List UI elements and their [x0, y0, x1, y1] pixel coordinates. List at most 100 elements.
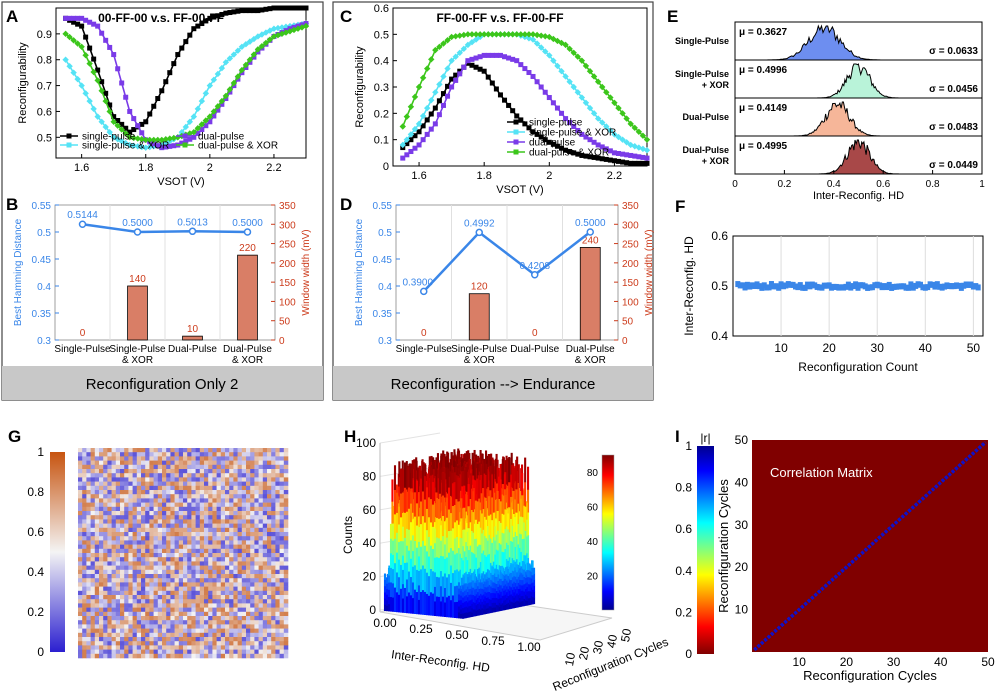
heatmap-cell — [132, 557, 138, 562]
heatmap-cell — [271, 557, 276, 562]
data-point — [599, 156, 605, 162]
heatmap-cell — [115, 490, 121, 495]
heatmap-cell — [115, 527, 121, 533]
heatmap-cell — [162, 637, 167, 642]
heatmap-cell — [216, 590, 222, 596]
window-bar — [127, 285, 148, 341]
heatmap-cell — [170, 469, 175, 474]
data-point — [428, 96, 435, 104]
heatmap-cell — [225, 653, 230, 659]
data-point — [566, 78, 573, 85]
heatmap-cell — [162, 632, 167, 638]
heatmap-cell — [170, 616, 175, 621]
heatmap-cell — [115, 464, 121, 470]
heatmap-cell — [279, 511, 285, 516]
heatmap-cell — [149, 578, 154, 583]
heatmap-cell — [267, 473, 272, 478]
heatmap-cell — [208, 578, 213, 583]
heatmap-cell — [107, 515, 112, 520]
data-point — [469, 62, 475, 68]
heatmap-cell — [283, 616, 289, 621]
data-point — [853, 281, 859, 288]
heatmap-cell — [275, 485, 280, 491]
heatmap-cell — [174, 641, 180, 646]
heatmap-cell — [82, 473, 87, 478]
heatmap-cell — [212, 490, 217, 495]
bar-segment — [527, 512, 530, 536]
heatmap-cell — [225, 569, 230, 575]
heatmap-cell — [212, 494, 217, 499]
heatmap-cell — [94, 519, 100, 524]
heatmap-cell — [162, 519, 167, 524]
heatmap-cell — [271, 590, 276, 596]
heatmap-cell — [216, 544, 222, 550]
heatmap-cell — [149, 464, 154, 470]
heatmap-cell — [204, 616, 209, 621]
heatmap-cell — [254, 485, 259, 491]
heatmap-cell — [220, 464, 226, 470]
heatmap-cell — [78, 574, 83, 579]
heatmap-cell — [86, 632, 91, 638]
heatmap-cell — [178, 477, 184, 482]
heatmap-cell — [99, 490, 104, 495]
heatmap-cell — [86, 586, 91, 592]
heatmap-cell — [246, 527, 251, 533]
row-label: Dual-Pulse — [682, 145, 729, 155]
heatmap-cell — [208, 569, 213, 575]
data-point — [134, 143, 141, 150]
data-point — [159, 145, 165, 151]
heatmap-cell — [195, 607, 201, 613]
heatmap-cell — [86, 485, 91, 491]
heatmap-cell — [141, 452, 146, 457]
heatmap-cell — [170, 540, 175, 545]
heatmap-cell — [115, 632, 121, 638]
heatmap-cell — [279, 523, 285, 529]
data-point — [428, 126, 434, 132]
heatmap-cell — [141, 498, 146, 503]
heatmap-cell — [157, 624, 163, 629]
heatmap-cell — [136, 586, 142, 592]
data-point — [190, 128, 198, 136]
left-band-label: Reconfiguration Only 2 — [86, 376, 239, 393]
heatmap-cell — [241, 628, 247, 634]
heatmap-cell — [208, 536, 213, 541]
data-point — [542, 89, 548, 95]
heatmap-cell — [132, 641, 138, 646]
heatmap-cell — [174, 506, 180, 512]
data-point — [202, 90, 210, 97]
heatmap-cell — [267, 481, 272, 487]
heatmap-cell — [229, 527, 234, 533]
heatmap-cell — [195, 540, 201, 545]
data-point — [302, 22, 310, 30]
heatmap-cell — [258, 515, 264, 520]
heatmap-cell — [208, 586, 213, 592]
heatmap-cell — [141, 553, 146, 558]
heatmap-cell — [149, 548, 154, 554]
heatmap-cell — [115, 628, 121, 634]
heatmap-cell — [216, 477, 222, 482]
heatmap-cell — [124, 653, 129, 659]
heatmap-cell — [195, 632, 201, 638]
heatmap-cell — [225, 641, 230, 646]
heatmap-cell — [166, 490, 171, 495]
heatmap-cell — [204, 624, 209, 629]
heatmap-cell — [233, 502, 238, 508]
heatmap-cell — [254, 469, 259, 474]
heatmap-cell — [157, 523, 163, 529]
heatmap-cell — [120, 649, 125, 655]
heatmap-cell — [279, 624, 285, 629]
data-point — [179, 45, 185, 51]
heatmap-cell — [178, 653, 184, 659]
heatmap-cell — [212, 586, 217, 592]
heatmap-cell — [204, 464, 209, 470]
heatmap-cell — [132, 603, 138, 608]
z-tick-label: 100 — [356, 436, 376, 450]
heatmap-cell — [82, 532, 87, 537]
heatmap-cell — [153, 477, 159, 482]
heatmap-cell — [237, 578, 243, 583]
data-point — [538, 84, 544, 90]
heatmap-cell — [241, 494, 247, 499]
heatmap-cell — [279, 494, 285, 499]
heatmap-cell — [220, 603, 226, 608]
heatmap-cell — [250, 603, 255, 608]
